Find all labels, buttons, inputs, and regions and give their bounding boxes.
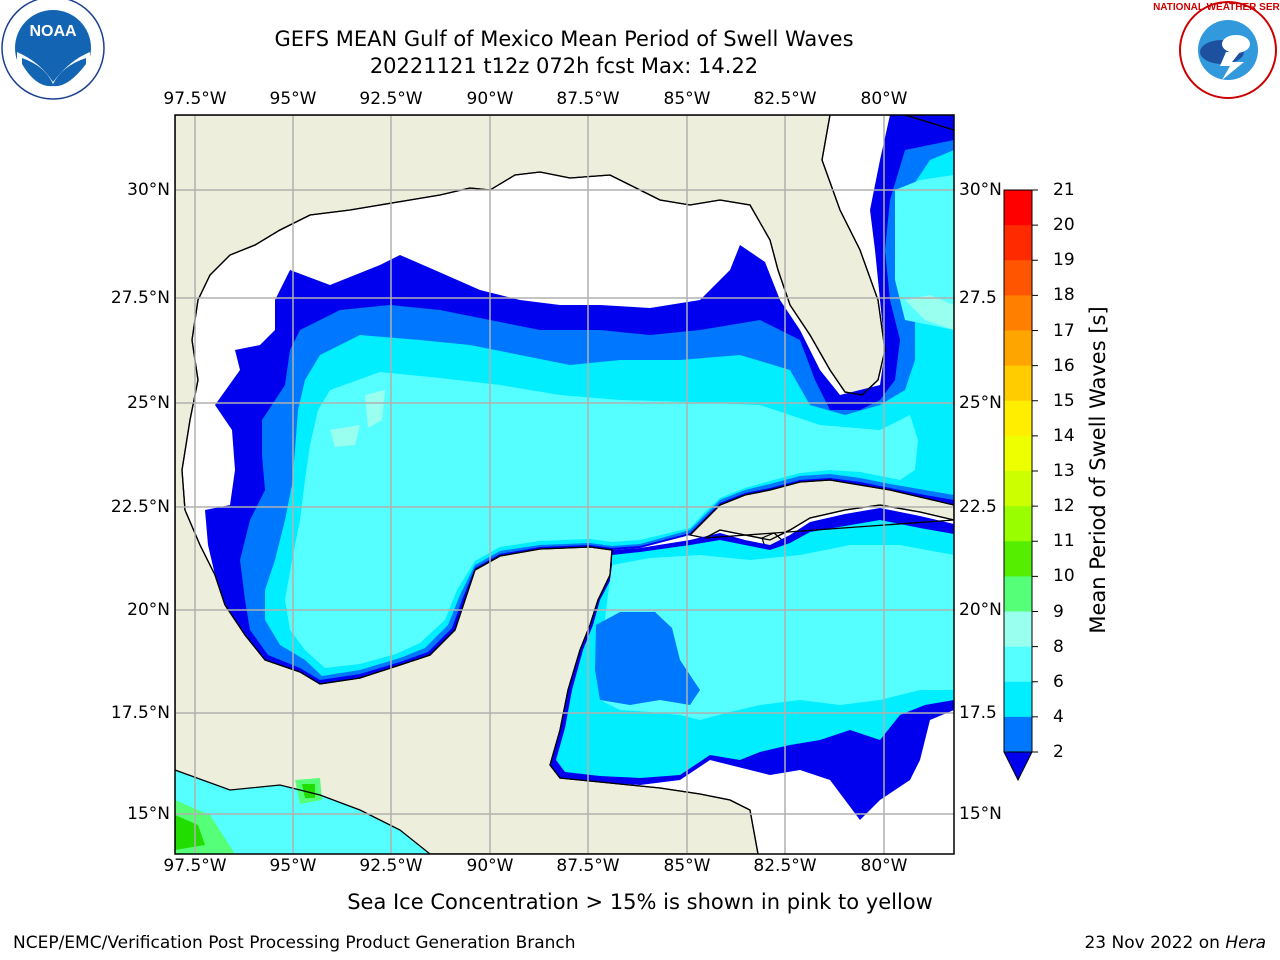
colorbar-segment: [1004, 506, 1032, 542]
colorbar-segment: [1004, 611, 1032, 648]
lat-tick-right: 17.5: [959, 703, 997, 723]
colorbar-segment: [1004, 716, 1032, 753]
colorbar-segment: [1004, 435, 1032, 472]
lon-tick-bottom: 92.5°W: [359, 856, 423, 876]
colorbar-segment: [1004, 681, 1032, 718]
map-frame: [174, 114, 955, 855]
colorbar-tick-label: 20: [1053, 215, 1075, 236]
sea-ice-note: Sea Ice Concentration > 15% is shown in …: [347, 890, 933, 914]
lon-tick-bottom: 82.5°W: [753, 856, 817, 876]
producer-credit: NCEP/EMC/Verification Post Processing Pr…: [13, 933, 576, 953]
lat-tick-right: 22.5: [959, 497, 997, 517]
colorbar-tick-label: 14: [1053, 425, 1075, 446]
colorbar-segment: [1004, 400, 1032, 437]
run-date: 23 Nov 2022 on: [1084, 933, 1220, 953]
lat-tick-left: 22.5°N: [110, 497, 170, 517]
lon-tick-top: 80°W: [860, 89, 908, 109]
colorbar-tick-label: 21: [1053, 180, 1075, 200]
noaa-logo: NOAA: [1, 0, 105, 100]
colorbar-tick-label: 2: [1053, 742, 1064, 762]
coastlines: [175, 115, 954, 854]
noaa-logo-text: NOAA: [29, 23, 77, 40]
lon-tick-top: 97.5°W: [163, 89, 227, 109]
colorbar-tick-label: 4: [1053, 706, 1064, 727]
colorbar-segment: [1004, 295, 1032, 331]
run-machine: Hera: [1225, 933, 1266, 953]
lat-tick-right: 25°N: [959, 393, 1002, 413]
colorbar-segment: [1004, 365, 1032, 402]
colorbar-tick-label: 12: [1053, 496, 1075, 517]
colorbar-tick-label: 17: [1053, 320, 1075, 341]
lon-tick-bottom: 80°W: [860, 856, 908, 876]
lon-tick-bottom: 95°W: [269, 856, 317, 876]
colorbar-label: Mean Period of Swell Waves [s]: [1086, 306, 1110, 634]
colorbar-segment: [1004, 646, 1032, 683]
map-area: [175, 115, 954, 854]
colorbar-segment: [1004, 190, 1032, 226]
lon-tick-top: 82.5°W: [753, 89, 817, 109]
lat-tick-right: 15°N: [959, 804, 1002, 824]
lon-tick-bottom: 90°W: [466, 856, 514, 876]
colorbar-tick-label: 16: [1053, 355, 1075, 376]
graticule: [175, 115, 954, 854]
colorbar-segment: [1004, 471, 1032, 507]
lat-tick-left: 15°N: [127, 804, 170, 824]
map-title: GEFS MEAN Gulf of Mexico Mean Period of …: [274, 27, 854, 51]
colorbar-tick-label: 10: [1053, 566, 1075, 587]
colorbar-segment: [1004, 225, 1032, 261]
colorbar-segment: [1004, 260, 1032, 296]
lon-tick-bottom: 87.5°W: [556, 856, 620, 876]
lon-tick-top: 90°W: [466, 89, 514, 109]
colorbar-tick-label: 6: [1053, 671, 1064, 692]
colorbar-tick-label: 19: [1053, 250, 1075, 271]
lon-tick-top: 85°W: [663, 89, 711, 109]
lat-tick-right: 30°N: [959, 180, 1002, 200]
colorbar-extend-arrow: [1003, 751, 1033, 782]
nws-logo: NATIONAL WEATHER SERVICE: [1153, 1, 1280, 99]
lat-tick-left: 27.5°N: [110, 288, 170, 308]
lat-tick-left: 30°N: [127, 180, 170, 200]
lon-tick-top: 87.5°W: [556, 89, 620, 109]
colorbar-tick-label: 8: [1053, 636, 1064, 657]
lon-tick-top: 92.5°W: [359, 89, 423, 109]
lat-tick-left: 25°N: [127, 393, 170, 413]
lat-tick-right: 27.5: [959, 288, 997, 308]
colorbar-tick-label: 18: [1053, 285, 1075, 306]
colorbar-tick-label: 9: [1053, 601, 1064, 622]
colorbar-segment: [1004, 330, 1032, 367]
lat-tick-left: 17.5°N: [110, 703, 170, 723]
colorbar-tick-label: 13: [1053, 461, 1075, 481]
lat-tick-right: 20°N: [959, 600, 1002, 620]
colorbar: [1003, 189, 1038, 782]
lon-tick-bottom: 97.5°W: [163, 856, 227, 876]
lat-tick-left: 20°N: [127, 600, 170, 620]
colorbar-tick-label: 15: [1053, 390, 1075, 411]
colorbar-segment: [1004, 576, 1032, 612]
lon-tick-top: 95°W: [269, 89, 317, 109]
run-info: 23 Nov 2022 on Hera: [1084, 933, 1266, 953]
colorbar-tick-label: 11: [1053, 531, 1075, 552]
nws-ring-text: NATIONAL WEATHER SERVICE: [1153, 2, 1280, 13]
colorbar-segment: [1004, 541, 1032, 577]
map-subtitle: 20221121 t12z 072h fcst Max: 14.22: [369, 54, 759, 78]
lon-tick-bottom: 85°W: [663, 856, 711, 876]
